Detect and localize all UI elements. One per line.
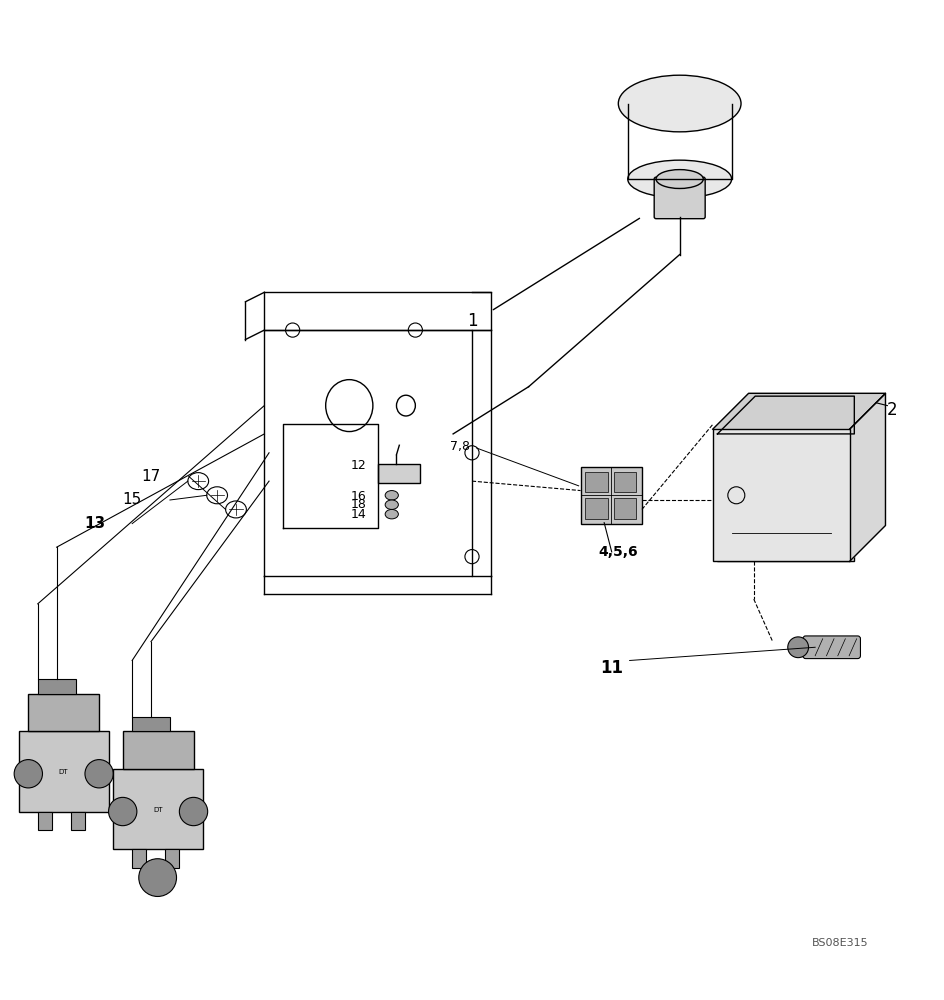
Text: 17: 17 [142, 469, 160, 484]
Text: 4,5,6: 4,5,6 [598, 545, 638, 559]
Bar [38, 812, 52, 830]
Bar [123, 731, 194, 769]
Ellipse shape [139, 859, 177, 896]
Ellipse shape [385, 491, 398, 500]
Ellipse shape [628, 160, 732, 198]
Text: 12: 12 [351, 459, 366, 472]
Ellipse shape [85, 760, 113, 788]
Ellipse shape [179, 797, 208, 826]
Bar [614, 498, 636, 519]
Bar [378, 464, 420, 483]
Bar [614, 472, 636, 492]
Bar [717, 434, 854, 561]
Ellipse shape [787, 637, 808, 658]
Text: DT: DT [153, 807, 162, 813]
Text: 11: 11 [600, 659, 623, 677]
Bar [19, 731, 109, 812]
Bar [585, 498, 608, 519]
Text: 1: 1 [466, 312, 478, 330]
Bar [581, 467, 642, 524]
Text: 2: 2 [886, 401, 898, 419]
Text: BS08E315: BS08E315 [812, 938, 868, 948]
Polygon shape [713, 393, 885, 429]
Text: DT: DT [59, 769, 68, 775]
Ellipse shape [656, 170, 703, 188]
Text: 16: 16 [351, 490, 366, 503]
Bar [132, 717, 170, 731]
Bar [113, 769, 203, 849]
Bar [38, 679, 76, 694]
Text: 15: 15 [123, 492, 142, 508]
Bar [165, 849, 179, 868]
Ellipse shape [109, 797, 137, 826]
Ellipse shape [385, 509, 398, 519]
Bar [132, 849, 146, 868]
Ellipse shape [385, 500, 398, 509]
Ellipse shape [14, 760, 42, 788]
Bar [713, 429, 850, 561]
Ellipse shape [618, 75, 741, 132]
Text: 18: 18 [351, 498, 366, 511]
Polygon shape [717, 396, 854, 434]
FancyBboxPatch shape [654, 177, 705, 219]
Bar [71, 812, 85, 830]
Polygon shape [850, 393, 885, 561]
FancyBboxPatch shape [802, 636, 861, 659]
Text: 13: 13 [84, 516, 105, 531]
Bar [28, 694, 99, 731]
Text: 7,8: 7,8 [449, 440, 470, 453]
Text: 14: 14 [351, 508, 366, 521]
Bar [585, 472, 608, 492]
